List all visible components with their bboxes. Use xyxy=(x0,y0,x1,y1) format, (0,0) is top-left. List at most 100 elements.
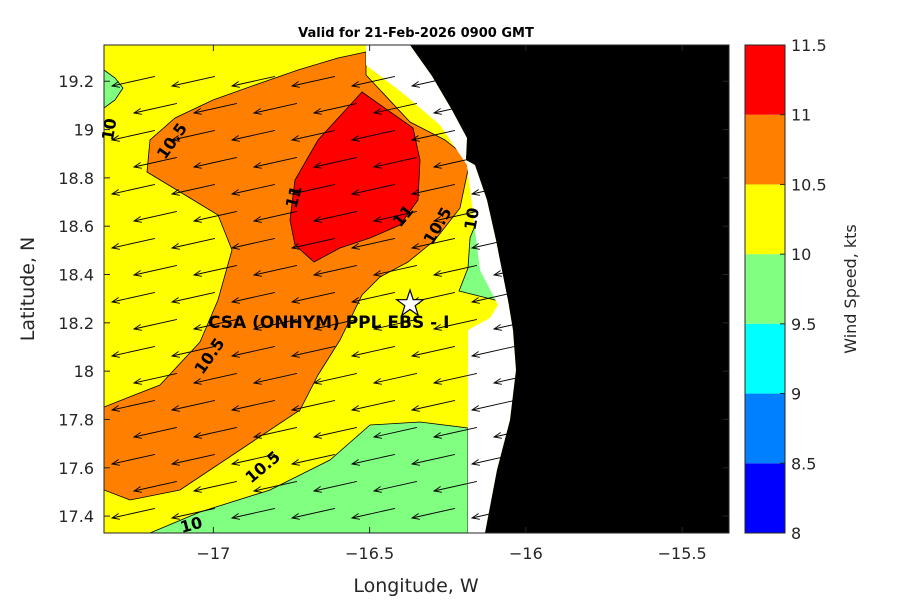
wind-arrow xyxy=(350,507,396,520)
wind-arrow xyxy=(492,426,538,439)
wind-arrow xyxy=(132,318,178,331)
wind-arrow xyxy=(252,426,298,439)
wind-arrow xyxy=(350,183,396,196)
wind-arrow xyxy=(410,237,456,250)
wind-arrow xyxy=(470,345,516,358)
colorbar: 8 8.5 9 9.5 10 10.5 11 11.5 xyxy=(744,36,827,543)
wind-arrow xyxy=(110,129,156,142)
wind-arrow xyxy=(434,535,477,546)
wind-arrow xyxy=(492,480,538,493)
wind-arrow xyxy=(312,210,358,223)
wind-arrow xyxy=(132,480,178,493)
wind-arrow xyxy=(110,75,156,88)
y-tick-label: 17.6 xyxy=(58,459,94,478)
wind-arrow xyxy=(170,291,216,304)
colorbar-tick-label: 10 xyxy=(791,245,811,264)
wind-arrow xyxy=(410,75,456,88)
colorbar-tick-label: 10.5 xyxy=(791,175,827,194)
wind-arrow xyxy=(350,75,396,88)
wind-arrow xyxy=(252,210,298,223)
wind-arrow xyxy=(372,210,418,223)
wind-arrow xyxy=(350,399,396,412)
wind-arrow xyxy=(432,480,478,493)
land-mass xyxy=(410,45,729,533)
x-tick-label: −17 xyxy=(196,544,230,563)
contour-label: 10 xyxy=(460,206,483,231)
wind-arrow xyxy=(492,372,538,385)
site-label: CSA (ONHYM) PPL EBS - I xyxy=(208,313,449,333)
wind-arrow xyxy=(290,291,336,304)
wind-arrow xyxy=(192,264,238,277)
wind-arrow xyxy=(290,129,336,142)
wind-arrow xyxy=(192,426,238,439)
colorbar-segment xyxy=(745,114,785,185)
x-tick-label: −16 xyxy=(509,544,543,563)
wind-arrow xyxy=(230,453,276,466)
wind-arrow xyxy=(470,75,516,88)
wind-arrow xyxy=(230,345,276,358)
wind-arrow xyxy=(492,210,538,223)
wind-arrow xyxy=(290,75,336,88)
colorbar-tick-label: 8 xyxy=(791,524,801,543)
colorbar-tick-label: 11 xyxy=(791,106,811,125)
wind-arrow xyxy=(252,372,298,385)
wind-arrow xyxy=(254,535,297,546)
wind-arrow xyxy=(492,156,538,169)
x-tick-label: −16.5 xyxy=(345,544,394,563)
wind-arrow xyxy=(312,318,358,331)
wind-arrow xyxy=(290,237,336,250)
wind-arrow xyxy=(192,480,238,493)
colorbar-tick-label: 11.5 xyxy=(791,36,827,55)
wind-arrow xyxy=(470,237,516,250)
wind-arrow xyxy=(170,399,216,412)
wind-arrow xyxy=(470,507,516,520)
y-tick-label: 17.8 xyxy=(58,410,94,429)
chart-title: Valid for 21-Feb-2026 0900 GMT xyxy=(298,26,534,41)
wind-arrow xyxy=(132,264,178,277)
y-axis-label: Latitude, N xyxy=(17,237,39,342)
wind-arrow xyxy=(252,318,298,331)
y-tick-label: 19.2 xyxy=(58,72,94,91)
wind-arrow xyxy=(230,237,276,250)
wind-arrow xyxy=(350,291,396,304)
wind-arrow xyxy=(230,507,276,520)
wind-arrow xyxy=(432,372,478,385)
wind-arrow xyxy=(192,372,238,385)
wind-arrow xyxy=(192,318,238,331)
wind-arrow xyxy=(290,345,336,358)
wind-arrow xyxy=(492,264,538,277)
colorbar-segment xyxy=(745,45,785,115)
colorbar-tick-label: 8.5 xyxy=(791,454,816,473)
wind-arrow xyxy=(410,345,456,358)
wind-arrow xyxy=(372,480,418,493)
wind-arrow xyxy=(170,507,216,520)
wind-arrow xyxy=(492,102,538,115)
wind-arrow xyxy=(410,399,456,412)
wind-arrow xyxy=(290,507,336,520)
wind-arrow xyxy=(312,264,358,277)
wind-arrow xyxy=(110,345,156,358)
wind-arrow xyxy=(230,183,276,196)
colorbar-segment xyxy=(745,393,785,464)
wind-arrow xyxy=(110,237,156,250)
wind-arrow xyxy=(252,480,298,493)
wind-arrow xyxy=(410,129,456,142)
wind-arrow xyxy=(132,102,178,115)
wind-arrow xyxy=(312,372,358,385)
wind-arrow xyxy=(170,237,216,250)
x-axis-ticks: −17 −16.5 −16 −15.5 xyxy=(196,45,707,563)
plot-area xyxy=(104,45,729,546)
wind-arrow xyxy=(192,210,238,223)
wind-arrow xyxy=(470,399,516,412)
colorbar-segment xyxy=(745,463,785,533)
wind-arrow xyxy=(252,156,298,169)
wind-arrow xyxy=(290,183,336,196)
wind-vectors xyxy=(110,75,538,546)
wind-arrow xyxy=(192,156,238,169)
wind-arrow xyxy=(432,210,478,223)
colorbar-segment xyxy=(745,184,785,255)
wind-arrow xyxy=(290,399,336,412)
wind-arrow xyxy=(170,183,216,196)
colorbar-tick-label: 9 xyxy=(791,385,801,404)
